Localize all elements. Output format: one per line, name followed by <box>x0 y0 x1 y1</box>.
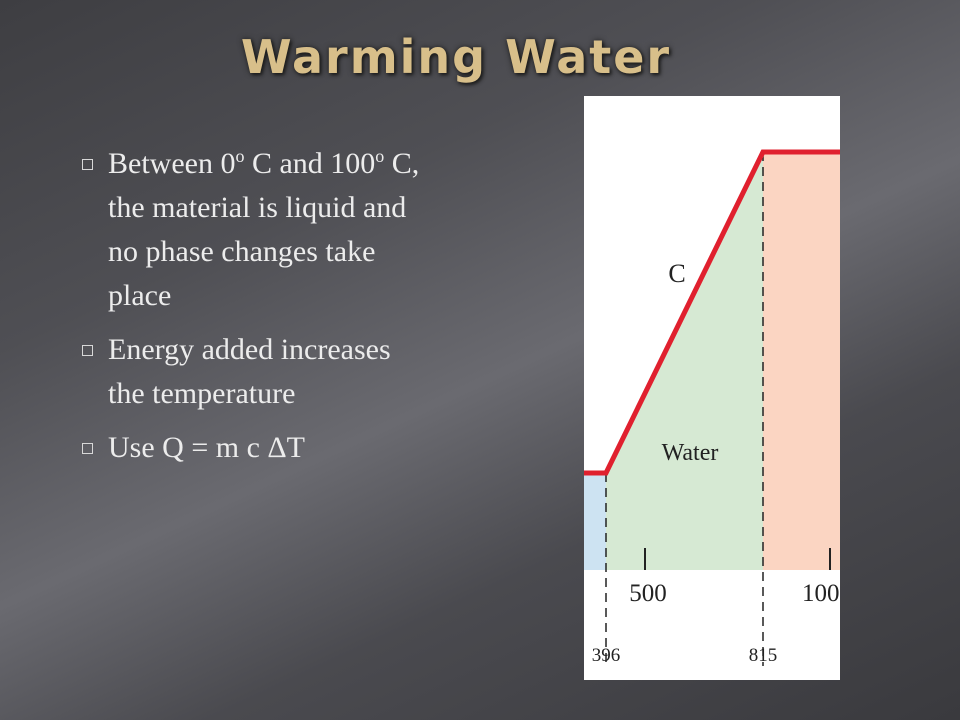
axis-label: 500 <box>629 580 667 607</box>
bullet: Use Q = m c ΔT <box>82 426 432 470</box>
slide-title: Warming Water <box>240 30 672 84</box>
bullet: Between 0o C and 100o C, the material is… <box>82 142 432 318</box>
steam-region <box>763 152 840 570</box>
superscript: o <box>235 146 245 166</box>
bullet-marker <box>82 159 93 170</box>
bullet-text: Energy added increases the temperature <box>108 333 391 410</box>
bullet-text: C and 100 <box>244 147 376 180</box>
bullet-marker <box>82 345 93 356</box>
bullet-text: Use Q = m c ΔT <box>108 431 306 464</box>
axis-label: 396 <box>592 645 621 666</box>
bullet: Energy added increases the temperature <box>82 328 432 416</box>
axis-label: 815 <box>749 645 778 666</box>
ice-region <box>584 475 606 570</box>
superscript: o <box>375 146 385 166</box>
water-region <box>606 152 763 570</box>
bullet-text: Between 0 <box>108 147 236 180</box>
curve <box>584 149 840 476</box>
bullet-list: Between 0o C and 100o C, the material is… <box>82 142 432 480</box>
figure-label: Water <box>662 440 719 466</box>
figure-label: C <box>668 259 685 288</box>
bullet-marker <box>82 443 93 454</box>
bullet-text: C, the material is liquid and no phase c… <box>108 147 420 312</box>
figure: C Water 500 100 396 815 <box>584 96 840 680</box>
axis-label: 100 <box>802 580 840 607</box>
